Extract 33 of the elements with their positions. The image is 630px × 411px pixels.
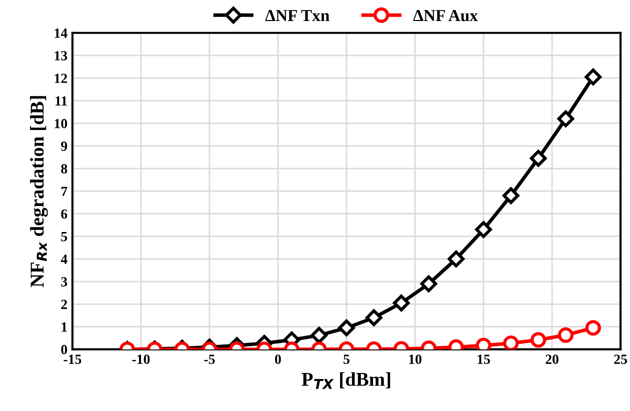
y-tick-label: 9	[61, 142, 68, 151]
y-tick-label: 12	[54, 74, 67, 83]
point	[502, 187, 520, 204]
x-tick-label: -5	[204, 354, 215, 364]
y-tick-label: 2	[61, 300, 67, 309]
point	[584, 68, 602, 86]
x-tick-label: 0	[275, 354, 281, 364]
y-tick-label: 1	[62, 322, 67, 332]
y-tick-label: 13	[54, 51, 68, 60]
y-tick-label: 5	[61, 232, 68, 242]
y-tick-label: 10	[54, 118, 68, 128]
x-tick-label: 20	[546, 354, 558, 364]
legend-label: ΔNF Txn	[265, 10, 330, 21]
point	[530, 150, 547, 167]
y-tick-label: 14	[54, 28, 68, 38]
x-tick-label: 15	[478, 354, 490, 364]
y-tick-label: 0	[61, 344, 68, 354]
x-tick-label: 10	[409, 354, 422, 364]
y-tick-label: 7	[61, 186, 68, 196]
point	[475, 221, 492, 238]
y-tick-label: 11	[56, 96, 67, 106]
y-tick-label: 8	[61, 164, 68, 174]
x-tick-label: 25	[614, 354, 627, 364]
legend-label: ΔNF Aux	[413, 10, 478, 22]
y-tick-label: 4	[60, 254, 68, 264]
x-axis-title: P$_{TX}$ [dBm]	[302, 372, 390, 389]
x-tick-label: -10	[132, 354, 150, 364]
y-tick-label: 6	[61, 209, 68, 219]
y-tick-label: 3	[61, 277, 68, 286]
y-axis-title: NF$_{Rx}$ degradation [dB]	[30, 96, 48, 288]
x-tick-label: -15	[64, 354, 82, 364]
x-tick-label: 5	[344, 354, 350, 364]
point	[557, 110, 574, 128]
